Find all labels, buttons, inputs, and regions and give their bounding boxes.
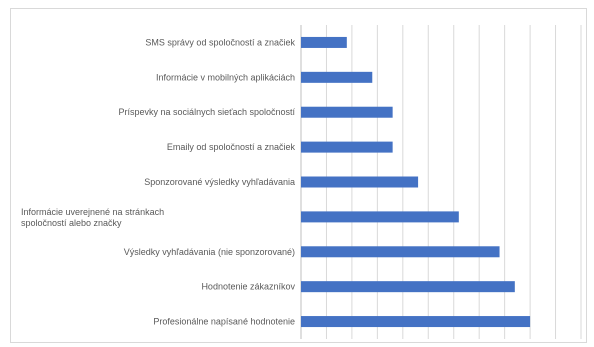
bar — [301, 71, 373, 83]
bar — [301, 176, 419, 188]
chart-frame: SMS správy od spoločností a značiek Infor… — [10, 8, 587, 343]
category-label: Profesionálne napísané hodnotenie — [153, 317, 295, 327]
bar — [301, 246, 500, 258]
bar — [301, 106, 393, 118]
bar-series — [301, 36, 531, 328]
bar — [301, 316, 531, 328]
category-label: Informácie v mobilných aplikáciách — [156, 72, 295, 82]
category-label: Výsledky vyhľadávania (nie sponzorované) — [124, 247, 295, 257]
bar — [301, 281, 515, 293]
bar — [301, 211, 459, 223]
bar — [301, 36, 347, 48]
category-label: Emaily od spoločností a značiek — [167, 142, 296, 152]
category-labels: SMS správy od spoločností a značiek Infor… — [21, 37, 295, 326]
category-label: Sponzorované výsledky vyhľadávania — [144, 177, 295, 187]
category-label: Informácie uverejnené na stránkach spoloč… — [21, 207, 164, 228]
category-label: Príspevky na sociálnych sieťach spoločno… — [119, 107, 296, 117]
category-label: SMS správy od spoločností a značiek — [145, 37, 295, 47]
horizontal-bar-chart: SMS správy od spoločností a značiek Infor… — [21, 25, 582, 339]
bar — [301, 141, 393, 153]
category-label: Hodnotenie zákazníkov — [201, 282, 295, 292]
